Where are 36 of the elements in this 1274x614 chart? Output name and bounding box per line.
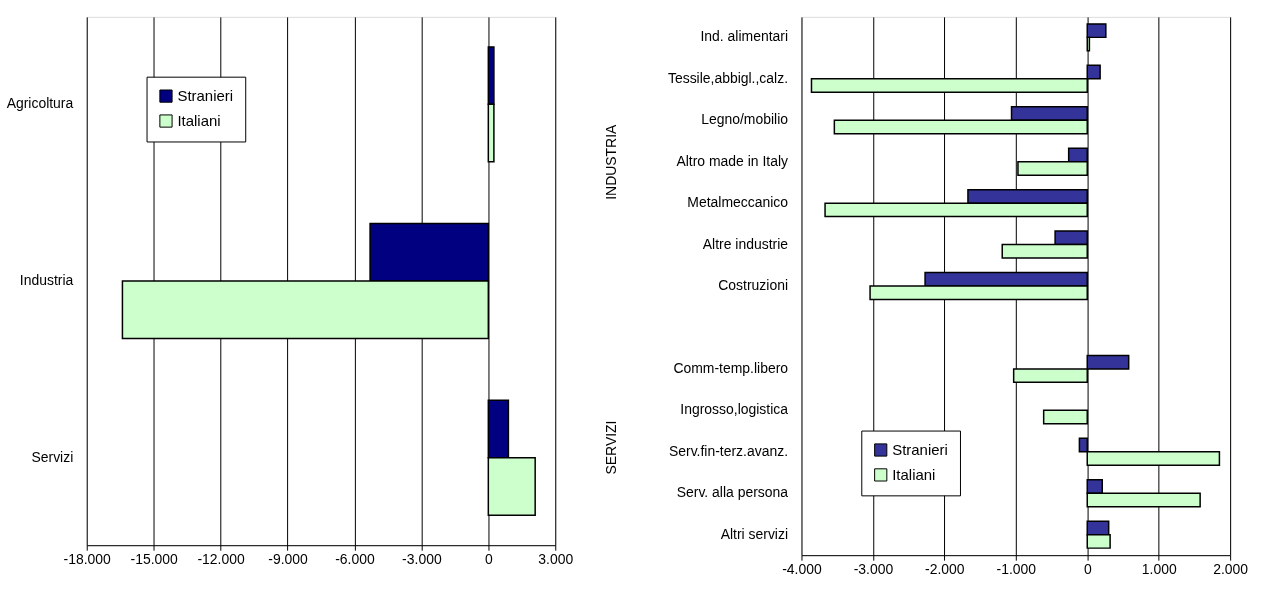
- y-tick-label: Servizi: [31, 448, 74, 465]
- x-tick-label: -4.000: [782, 560, 822, 577]
- x-tick-label: -1.000: [996, 560, 1037, 577]
- y-tick-label: Industria: [19, 272, 74, 289]
- y-tick-label: Ind. alimentari: [700, 28, 789, 45]
- y-tick-label: Altro made in Italy: [676, 152, 789, 169]
- x-tick-label: -9.000: [268, 550, 309, 567]
- y-tick-label: Altri servizi: [720, 525, 789, 542]
- x-tick-label: 0: [484, 550, 493, 567]
- x-tick-label: -12.000: [197, 550, 245, 567]
- x-tick-label: -3.000: [402, 550, 442, 567]
- y-tick-label: Legno/mobilio: [701, 111, 789, 128]
- x-tick-label: 3.000: [538, 550, 574, 567]
- y-tick-label: Agricoltura: [6, 95, 74, 112]
- y-tick-label: Comm-temp.libero: [673, 359, 789, 376]
- x-tick-label: -3.000: [853, 560, 894, 577]
- y-tick-label: Tessile,abbigl.,calz.: [667, 69, 789, 86]
- y-tick-label: Altre industrie: [702, 235, 789, 252]
- x-tick-label: 0: [1083, 560, 1092, 577]
- text: INDUSTRIA: [603, 123, 620, 200]
- x-tick-label: 1.000: [1141, 560, 1177, 577]
- legend-label: Stranieri: [892, 440, 948, 458]
- y-tick-label: Ingrosso,logistica: [680, 401, 789, 418]
- y-tick-label: Costruzioni: [718, 277, 789, 293]
- legend-label: Italiani: [892, 465, 936, 483]
- legend-label: Italiani: [177, 112, 221, 130]
- y-tick-label: Serv. alla persona: [676, 484, 789, 501]
- x-tick-label: -6.000: [335, 550, 375, 567]
- x-tick-label: -15.000: [130, 550, 179, 567]
- y-tick-label: Serv.fin-terz.avanz.: [668, 442, 789, 459]
- text: SERVIZI: [603, 420, 620, 475]
- x-tick-label: -18.000: [63, 550, 112, 567]
- legend-label: Stranieri: [177, 87, 234, 105]
- x-tick-label: -2.000: [925, 560, 965, 577]
- x-tick-label: 2.000: [1213, 560, 1249, 577]
- y-tick-label: Metalmeccanico: [687, 194, 789, 211]
